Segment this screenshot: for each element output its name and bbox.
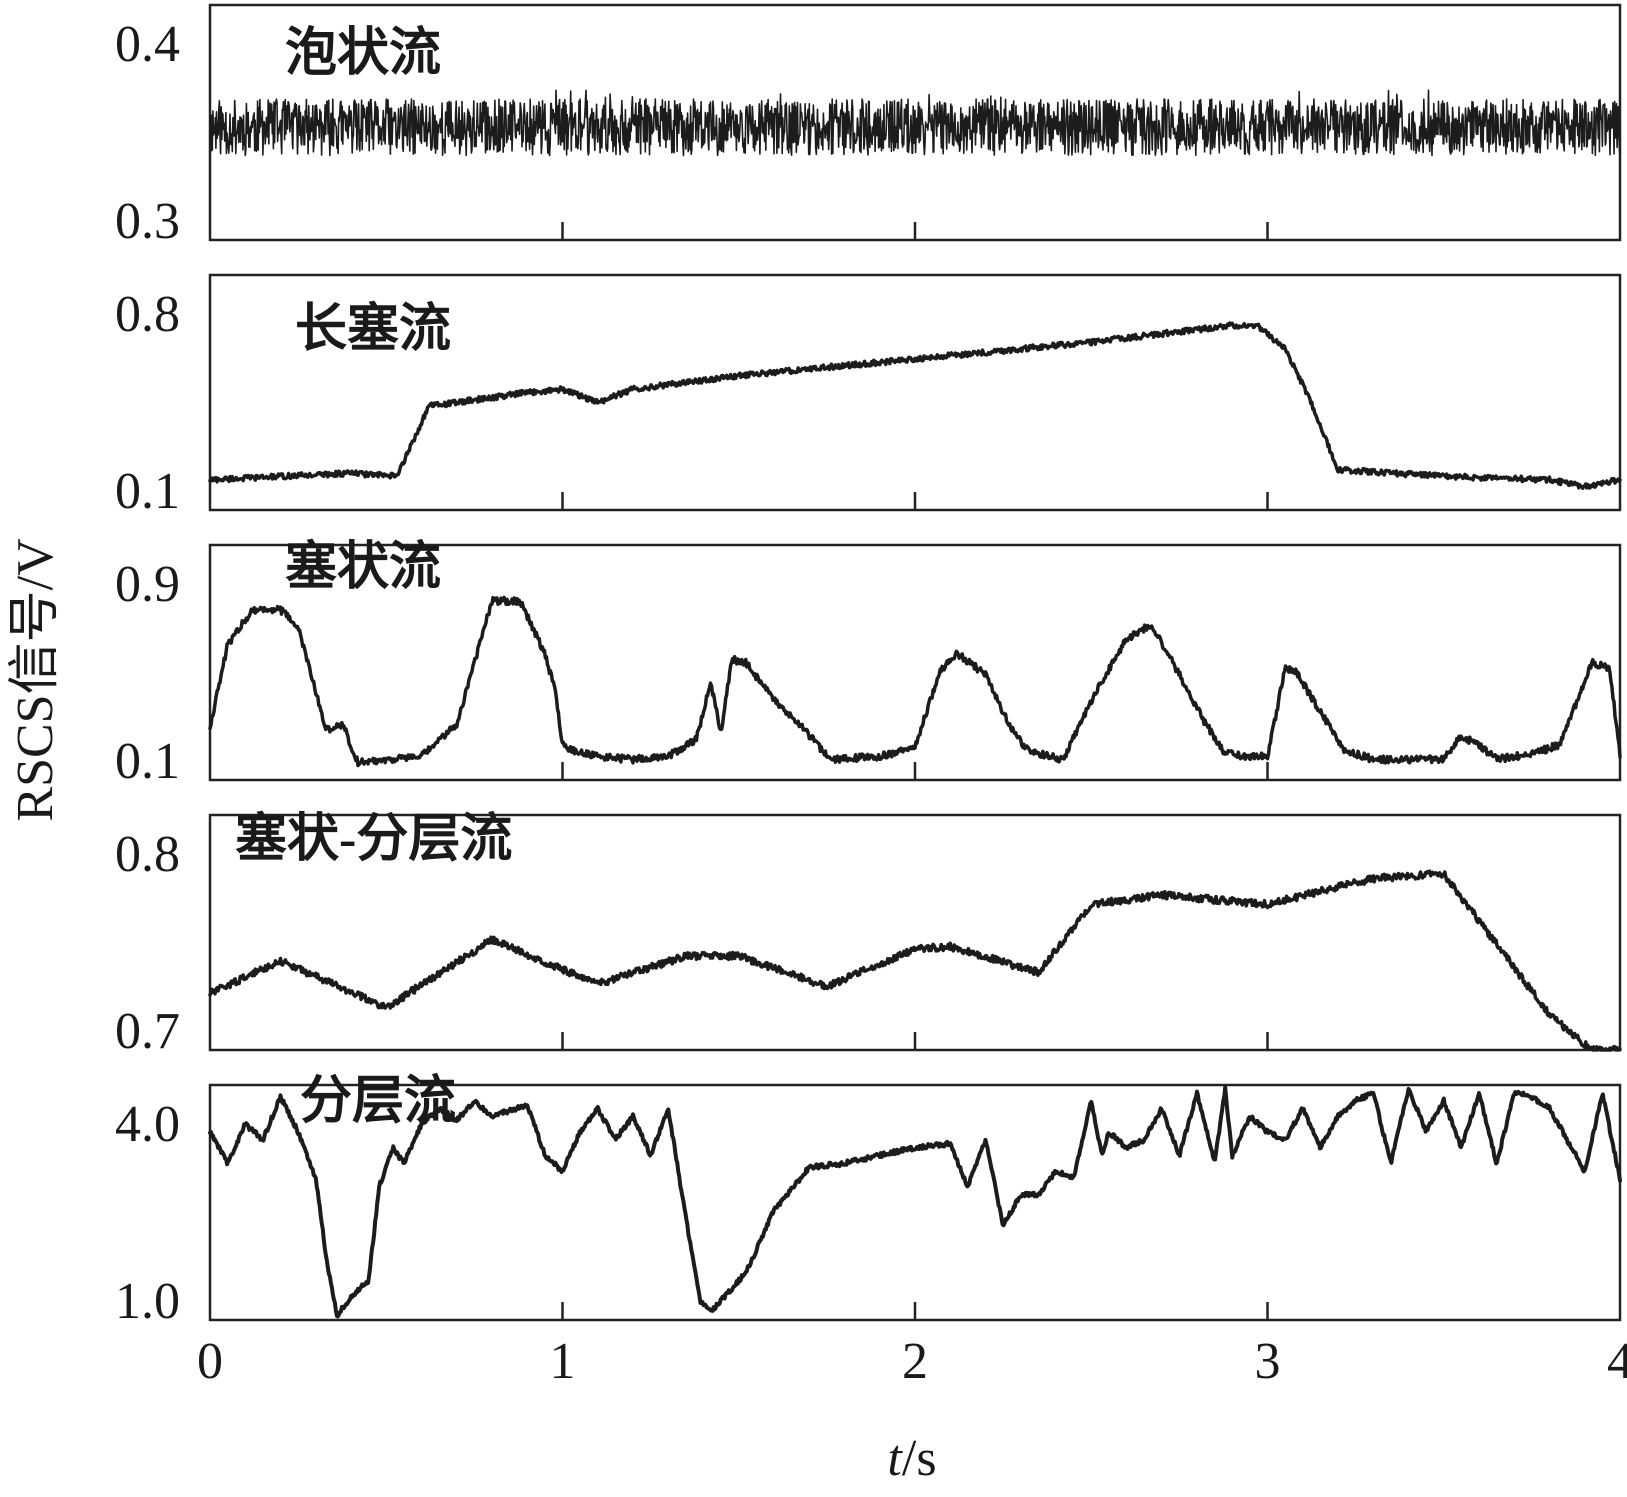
panel-1: 0.4 0.3 泡状流 (115, 3, 1622, 250)
panel-label: 长塞流 (295, 300, 451, 358)
y-tick-label-top: 0.9 (115, 556, 180, 613)
x-tick-label: 3 (1255, 1333, 1281, 1390)
y-tick-label-top: 4.0 (115, 1096, 180, 1153)
panel-label: 泡状流 (285, 24, 441, 82)
y-tick-label-bottom: 1.0 (115, 1273, 180, 1330)
x-tick-labels: 0 1 2 3 4 (197, 1333, 1627, 1390)
x-axis-title: t/s (887, 1430, 936, 1487)
y-tick-label-top: 0.8 (115, 286, 180, 343)
x-tick-label: 2 (902, 1333, 928, 1390)
y-tick-label-bottom: 0.7 (115, 1003, 180, 1060)
y-tick-label-bottom: 0.1 (115, 463, 180, 520)
panel-4: 0.8 0.7 塞状-分层流 (115, 810, 1622, 1060)
y-tick-label-top: 0.4 (115, 16, 180, 73)
y-tick-label-top: 0.8 (115, 826, 180, 883)
x-axis-title-variable: t (887, 1430, 903, 1487)
panel-label: 塞状-分层流 (235, 810, 512, 868)
panel-2: 0.8 0.1 长塞流 (115, 273, 1622, 520)
panel-label: 分层流 (300, 1072, 456, 1130)
panels: 0.4 0.3 泡状流 0.8 0.1 长塞流 0.9 0.1 塞状流 0.8 0.7 塞状-分层流 4… (115, 3, 1627, 1390)
series-line-4 (208, 869, 1622, 1052)
y-axis-title: RSCS信号/V (7, 538, 64, 821)
series-line-3 (208, 595, 1622, 768)
panel-label: 塞状流 (285, 538, 441, 596)
panel-3: 0.9 0.1 塞状流 (115, 538, 1622, 790)
x-tick-label: 1 (550, 1333, 576, 1390)
x-tick-label: 0 (197, 1333, 223, 1390)
series-line-5 (208, 1085, 1622, 1319)
panel-5: 4.0 1.0 分层流 (115, 1072, 1622, 1330)
x-axis-title-unit: /s (902, 1430, 937, 1487)
y-tick-label-bottom: 0.1 (115, 733, 180, 790)
series-line-1 (209, 89, 1621, 157)
x-tick-label: 4 (1607, 1333, 1627, 1390)
y-tick-label-bottom: 0.3 (115, 193, 180, 250)
series-line-2 (208, 321, 1622, 491)
